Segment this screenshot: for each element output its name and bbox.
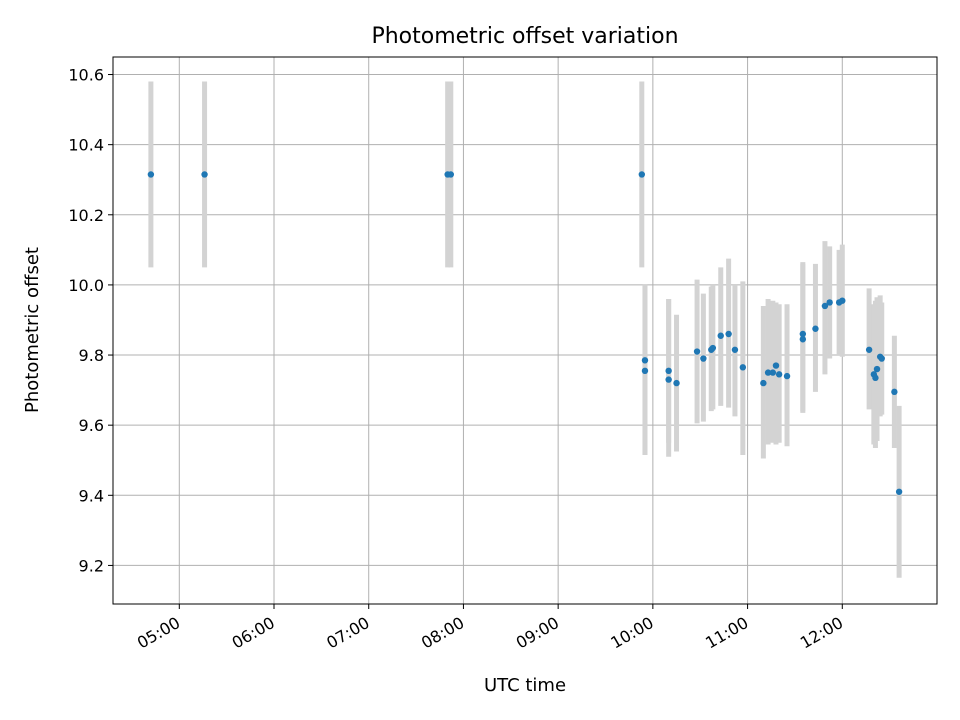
y-axis-label: Photometric offset (22, 247, 43, 413)
data-point (872, 374, 879, 382)
data-point (717, 332, 724, 339)
data-point (839, 297, 846, 304)
data-point (826, 299, 833, 306)
x-tick-label: 05:00 (134, 613, 183, 653)
data-points (147, 171, 903, 495)
data-point (865, 346, 873, 353)
data-point (775, 371, 783, 378)
data-point (638, 171, 646, 178)
data-point (641, 357, 649, 364)
data-point (201, 171, 208, 178)
data-point (772, 362, 780, 369)
grid (113, 57, 937, 604)
data-point (665, 367, 672, 375)
data-point (891, 388, 898, 396)
data-point (799, 336, 807, 343)
data-point (812, 325, 819, 332)
data-point (693, 348, 701, 355)
data-point (764, 369, 772, 376)
data-point (665, 376, 672, 383)
data-point (709, 344, 717, 352)
data-point (147, 171, 155, 178)
y-tick-label: 10.2 (68, 206, 104, 225)
data-point (783, 372, 791, 380)
data-point (447, 171, 455, 178)
x-tick-label: 08:00 (418, 613, 467, 653)
data-point (725, 330, 732, 338)
x-axis: 05:00 06:00 07:00 08:00 09:00 10:00 11:00 12:00 (134, 604, 846, 653)
y-tick-label: 9.6 (79, 416, 104, 435)
x-tick-label: 11:00 (702, 613, 751, 653)
data-point (873, 365, 881, 373)
plot-frame (112, 56, 938, 605)
data-point (731, 346, 739, 353)
data-point (739, 364, 747, 371)
data-point (641, 367, 649, 375)
x-tick-label: 12:00 (797, 613, 846, 653)
y-tick-label: 9.4 (79, 486, 104, 505)
y-tick-label: 10.0 (68, 276, 104, 295)
y-tick-label: 10.4 (68, 136, 104, 155)
data-point (799, 330, 807, 338)
y-tick-label: 9.2 (79, 556, 104, 575)
data-point (700, 355, 707, 362)
x-tick-label: 10:00 (607, 613, 656, 653)
data-point (769, 369, 777, 376)
x-tick-label: 06:00 (229, 613, 278, 653)
x-tick-label: 07:00 (323, 613, 372, 653)
y-tick-label: 9.8 (79, 346, 104, 365)
y-axis: 9.2 9.4 9.6 9.8 10.0 10.2 10.4 10.6 (68, 66, 113, 575)
data-point (673, 379, 680, 387)
y-tick-label: 10.6 (68, 66, 104, 85)
error-bars (148, 81, 902, 578)
data-point (878, 355, 885, 362)
data-point (760, 379, 767, 387)
data-point (821, 302, 829, 310)
x-axis-label: UTC time (484, 675, 566, 696)
x-tick-label: 09:00 (513, 613, 562, 653)
chart-title: Photometric offset variation (371, 24, 678, 49)
data-point (895, 488, 903, 495)
